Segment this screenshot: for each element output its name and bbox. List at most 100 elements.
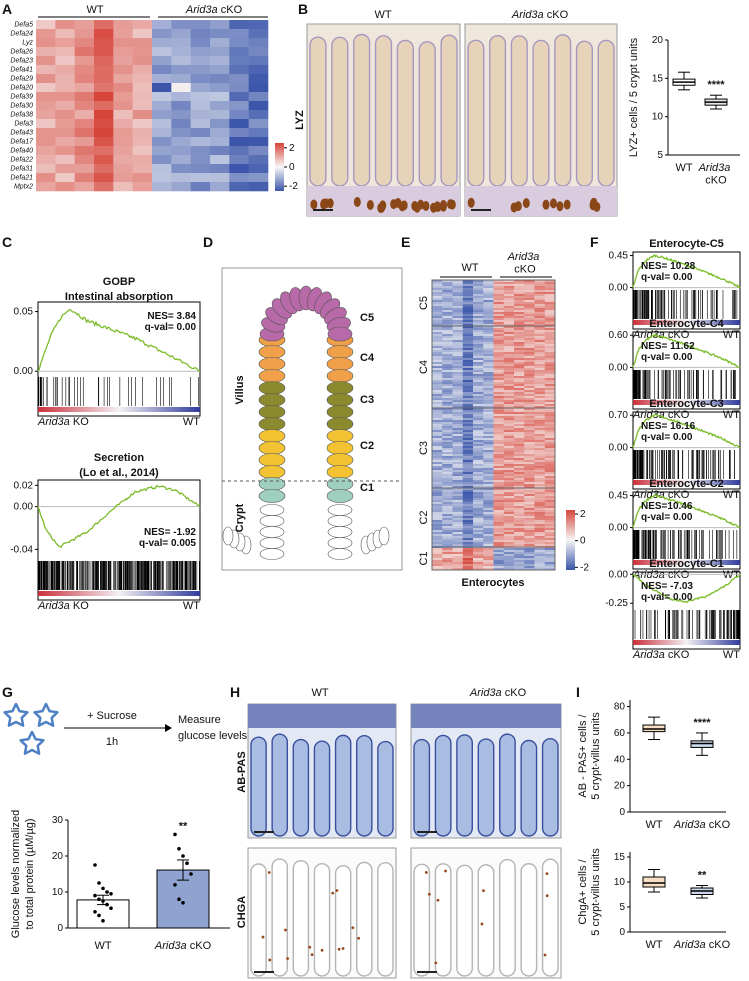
heatmap-cell — [452, 476, 464, 479]
heatmap-cell — [432, 298, 443, 301]
heatmap-cell — [462, 520, 474, 523]
heatmap-cell — [544, 496, 556, 499]
column-label: Arid3a cKO — [511, 9, 569, 21]
paneth-cell — [310, 199, 318, 210]
heatmap-cell — [514, 302, 525, 305]
heatmap-cell — [493, 456, 505, 459]
heatmap-cell — [524, 472, 535, 475]
colorbar-tick-label: 2 — [289, 142, 295, 153]
heatmap-cell — [171, 101, 191, 111]
heatmap-cell — [493, 492, 505, 495]
heatmap-cell — [534, 400, 546, 403]
heatmap-cell — [473, 300, 484, 303]
villus — [374, 35, 393, 187]
heatmap-cell — [55, 29, 75, 39]
heatmap-cell — [452, 288, 464, 291]
heatmap-cell — [452, 390, 464, 393]
heatmap-cell — [514, 354, 525, 357]
heatmap-cell — [524, 438, 535, 441]
heatmap-cell — [483, 516, 494, 519]
cluster-label: C4 — [418, 360, 430, 374]
heatmap-cell — [524, 320, 535, 323]
plot-title: (Lo et al., 2014) — [79, 467, 159, 479]
heatmap-cell — [442, 510, 453, 513]
heatmap-cell — [442, 390, 453, 393]
heatmap-cell — [442, 360, 453, 363]
heatmap-cell — [534, 526, 546, 529]
heatmap-cell — [473, 564, 484, 567]
heatmap-cell — [462, 388, 474, 391]
heatmap-cell — [534, 532, 546, 535]
heatmap-cell — [452, 566, 464, 569]
data-point — [109, 906, 113, 910]
heatmap-cell — [503, 470, 515, 473]
heatmap-cell — [493, 308, 505, 311]
heatmap-cell — [483, 506, 494, 509]
heatmap-cell — [442, 306, 453, 309]
heatmap-cell — [483, 510, 494, 513]
heatmap-cell — [94, 74, 114, 84]
heatmap-cell — [524, 516, 535, 519]
heatmap-cell — [503, 394, 515, 397]
heatmap-cell — [473, 414, 484, 417]
heatmap-cell — [503, 350, 515, 353]
heatmap-cell — [524, 476, 535, 479]
heatmap-cell — [534, 318, 546, 321]
heatmap-cell — [524, 300, 535, 303]
heatmap-cell — [503, 532, 515, 535]
heatmap-cell — [432, 554, 443, 557]
heatmap-cell — [55, 164, 75, 174]
heatmap-cell — [452, 362, 464, 365]
heatmap-cell — [524, 568, 535, 571]
heatmap-cell — [452, 400, 464, 403]
heatmap-cell — [210, 29, 230, 39]
heatmap-cell — [473, 422, 484, 425]
cluster-label: C2 — [360, 440, 374, 452]
heatmap-cell — [493, 522, 505, 525]
y-tick-label: 0 — [619, 927, 625, 938]
heatmap-cell — [514, 430, 525, 433]
heatmap-cell — [524, 372, 535, 375]
heatmap-cell — [473, 348, 484, 351]
heatmap-cell — [452, 530, 464, 533]
heatmap-cell — [503, 316, 515, 319]
heatmap-cell — [473, 472, 484, 475]
heatmap-cell — [503, 526, 515, 529]
heatmap-cell — [534, 316, 546, 319]
heatmap-cell — [514, 288, 525, 291]
heatmap-cell — [442, 450, 453, 453]
group-label: Arid3a cKO — [507, 251, 543, 276]
heatmap-cell — [544, 424, 556, 427]
heatmap-cell — [210, 65, 230, 75]
heatmap-cell — [544, 482, 556, 485]
heatmap-cell — [493, 500, 505, 503]
heatmap-cell — [483, 304, 494, 307]
heatmap-cell — [452, 356, 464, 359]
heatmap-cell — [473, 302, 484, 305]
heatmap-cell — [524, 482, 535, 485]
heatmap-cell — [442, 308, 453, 311]
heatmap-cell — [493, 474, 505, 477]
heatmap-cell — [113, 182, 133, 192]
y-tick-label: 30 — [52, 815, 64, 826]
heatmap-cell — [514, 296, 525, 299]
heatmap-cell — [544, 566, 556, 569]
heatmap-cell — [544, 394, 556, 397]
heatmap-cell — [442, 438, 453, 441]
heatmap-cell — [473, 332, 484, 335]
heatmap-cell — [452, 450, 464, 453]
heatmap-cell — [524, 378, 535, 381]
heatmap-cell — [432, 494, 443, 497]
cell — [327, 326, 353, 342]
heatmap-cell — [503, 344, 515, 347]
heatmap-cell — [524, 290, 535, 293]
x-tick-label: Arid3a cKO — [698, 162, 734, 187]
heatmap-cell — [514, 504, 525, 507]
heatmap-cell — [432, 534, 443, 537]
heatmap-cell — [524, 470, 535, 473]
heatmap-cell — [514, 474, 525, 477]
heatmap-cell — [190, 83, 211, 93]
heatmap-cell — [452, 504, 464, 507]
heatmap-cell — [462, 342, 474, 345]
heatmap-cell — [452, 308, 464, 311]
